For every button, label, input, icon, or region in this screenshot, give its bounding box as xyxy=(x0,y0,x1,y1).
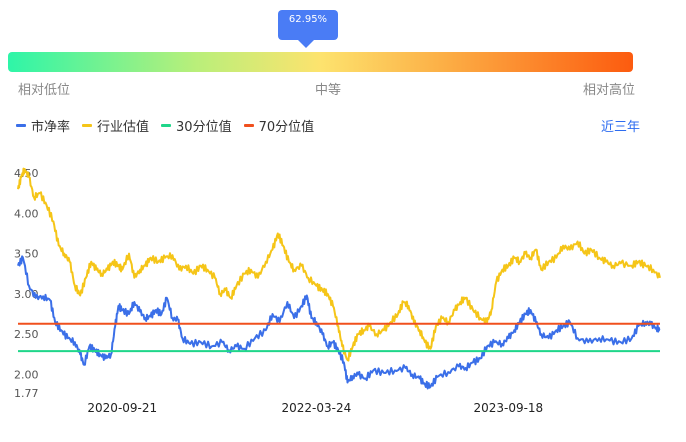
percentile-label: 62.95% xyxy=(288,14,328,25)
legend-swatch-industry xyxy=(82,123,93,127)
legend-label-p70: 70分位值 xyxy=(258,119,315,135)
legend-item-p70[interactable]: 70分位值 xyxy=(243,116,315,135)
valuation-gauge-bar xyxy=(8,52,633,72)
legend-label-industry: 行业估值 xyxy=(97,119,150,135)
legend-label-pb: 市净率 xyxy=(31,119,71,135)
gauge-low-label: 相对低位 xyxy=(18,83,71,98)
y-tick-label: 2.50 xyxy=(14,328,39,341)
legend-item-p30[interactable]: 30分位值 xyxy=(161,116,232,135)
y-tick-label: 3.50 xyxy=(14,248,39,261)
gauge-high-label: 相对高位 xyxy=(583,83,636,98)
legend-label-p30: 30分位值 xyxy=(176,119,232,135)
tooltip-pointer xyxy=(298,40,314,48)
x-tick-label: 2022-03-24 xyxy=(281,401,351,415)
percentile-tooltip: 62.95% xyxy=(278,10,338,40)
series-line-pb xyxy=(17,255,661,390)
series-line-industry xyxy=(17,167,661,362)
gauge-mid-label: 中等 xyxy=(315,83,342,98)
time-range-button[interactable]: 近三年 xyxy=(600,120,640,135)
y-tick-label: 2.00 xyxy=(14,368,39,381)
x-tick-label: 2020-09-21 xyxy=(87,401,157,415)
legend-swatch-pb xyxy=(16,123,26,127)
legend-item-pb[interactable]: 市净率 xyxy=(16,116,70,135)
y-tick-label: 4.00 xyxy=(14,207,39,220)
legend-swatch-p30 xyxy=(161,123,172,127)
chart-legend: 市净率 行业估值 30分位值 70分位值 xyxy=(16,116,326,135)
y-tick-label: 1.77 xyxy=(14,387,39,400)
legend-swatch-p70 xyxy=(243,123,254,127)
x-tick-label: 2023-09-18 xyxy=(473,401,543,415)
legend-item-industry[interactable]: 行业估值 xyxy=(82,116,149,135)
